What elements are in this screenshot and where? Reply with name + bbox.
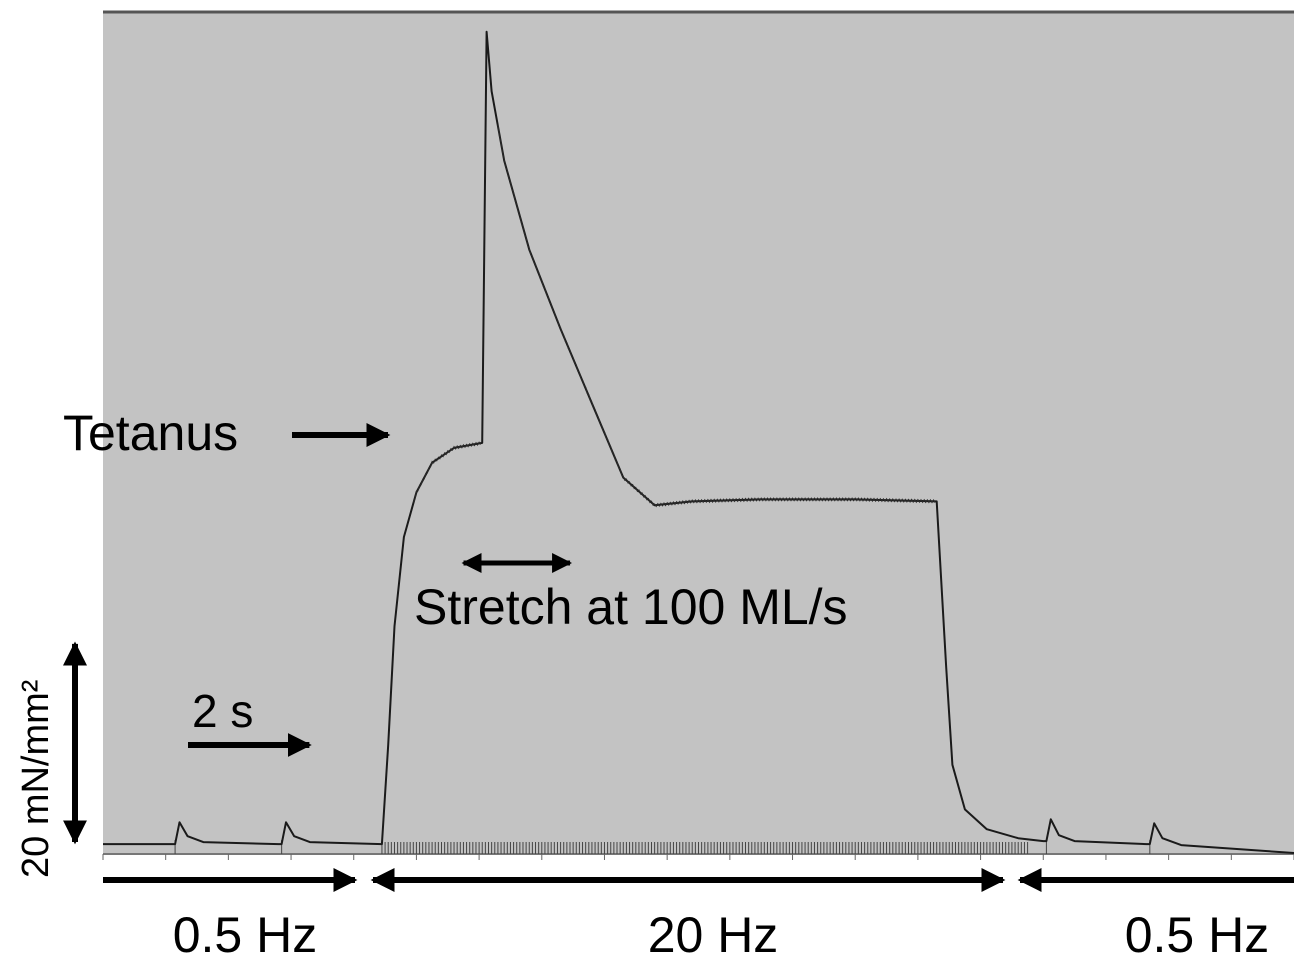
stretch-label: Stretch at 100 ML/s: [414, 579, 848, 635]
stimulation-period-label: 0.5 Hz: [173, 907, 318, 959]
plot-background: [103, 12, 1294, 854]
stimulation-period-label: 20 Hz: [648, 907, 779, 959]
tetanus-label: Tetanus: [63, 405, 238, 461]
stimulation-periods: 0.5 Hz 20 Hz 0.5 Hz: [103, 868, 1294, 959]
stimulation-period-label: 0.5 Hz: [1125, 907, 1270, 959]
stimulus-marker-ticks: [174, 840, 1151, 854]
force-scale-label: 20 mN/mm²: [15, 680, 57, 878]
tetanus-ripple-band: [412, 124, 936, 508]
time-axis-ticks: [102, 854, 1294, 860]
time-scale-label: 2 s: [192, 685, 253, 737]
